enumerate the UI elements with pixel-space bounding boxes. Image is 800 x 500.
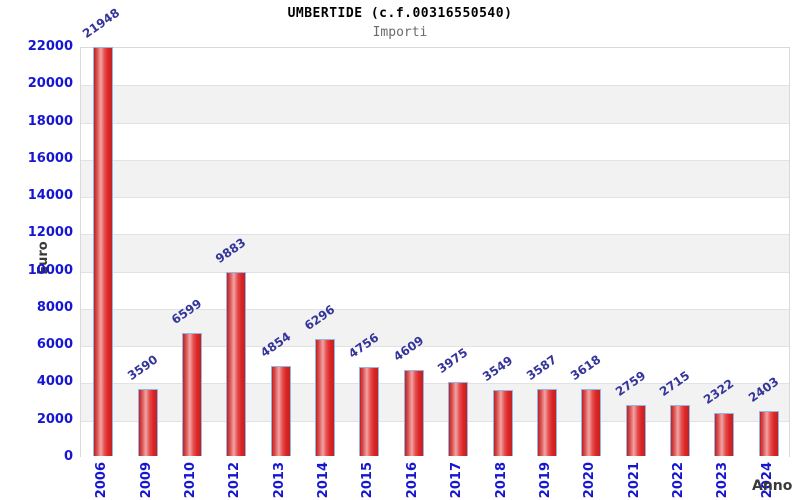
x-tick-label: 2009 [138, 462, 154, 499]
y-tick-label: 22000 [27, 39, 73, 54]
bar [493, 390, 513, 456]
y-tick-label: 12000 [27, 225, 73, 241]
gridline [81, 308, 789, 310]
chart-title: UMBERTIDE (c.f.00316550540) [287, 6, 513, 21]
y-tick-label: 14000 [27, 188, 73, 204]
bar [670, 405, 690, 456]
plot-band [81, 271, 789, 309]
x-tick-label: 2016 [404, 462, 420, 499]
y-tick-label: 8000 [36, 299, 73, 315]
y-tick-label: 16000 [27, 150, 73, 166]
gridline [81, 122, 789, 124]
x-tick-label: 2015 [360, 462, 376, 499]
x-tick-label: 2022 [671, 462, 687, 499]
plot-band [81, 48, 789, 86]
gridline [81, 159, 789, 161]
y-tick-label: 6000 [36, 337, 73, 353]
x-tick-label: 2023 [715, 462, 731, 499]
y-tick-label: 2000 [36, 411, 73, 427]
x-tick-label: 2013 [271, 462, 287, 499]
bar [315, 339, 335, 456]
gridline [81, 271, 789, 273]
x-axis-label: Anno [752, 478, 793, 494]
plot-area: 21948 3590 6599 9883 4854 6296 4756 4609 3975 354… [80, 6, 790, 458]
bar [138, 389, 158, 456]
bar [271, 366, 291, 456]
x-tick-label: 2020 [582, 462, 598, 499]
bar [448, 382, 468, 456]
bar [93, 47, 113, 456]
y-tick-label: 0 [63, 449, 73, 464]
bar [359, 367, 379, 456]
plot-band [81, 122, 789, 160]
gridline [81, 346, 789, 348]
y-tick-label: 20000 [27, 76, 73, 92]
chart-subtitle: Importi [372, 25, 428, 40]
bar [714, 413, 734, 456]
bar [404, 370, 424, 456]
gridline [81, 383, 789, 385]
plot-band [81, 197, 789, 235]
gridline [81, 85, 789, 87]
bar [182, 333, 202, 456]
gridline [81, 420, 789, 422]
x-tick-label: 2006 [94, 462, 110, 499]
x-tick-label: 2018 [493, 462, 509, 499]
y-tick-label: 10000 [27, 262, 73, 278]
y-tick-label: 18000 [27, 113, 73, 129]
bar [759, 411, 779, 456]
x-tick-label: 2010 [182, 462, 198, 499]
x-tick-label: 2017 [449, 462, 465, 499]
plot-band [81, 159, 789, 198]
bar [537, 389, 557, 456]
x-tick-label: 2014 [316, 462, 332, 499]
plot-band [81, 234, 789, 272]
y-tick-label: 4000 [36, 374, 73, 390]
gridline [81, 197, 789, 199]
plot-band [81, 85, 789, 123]
bar [226, 272, 246, 456]
gridline [81, 234, 789, 236]
x-tick-label: 2019 [537, 462, 553, 499]
bar [626, 405, 646, 456]
x-tick-label: 2021 [626, 462, 642, 499]
bar [581, 389, 601, 456]
x-tick-label: 2012 [227, 462, 243, 499]
